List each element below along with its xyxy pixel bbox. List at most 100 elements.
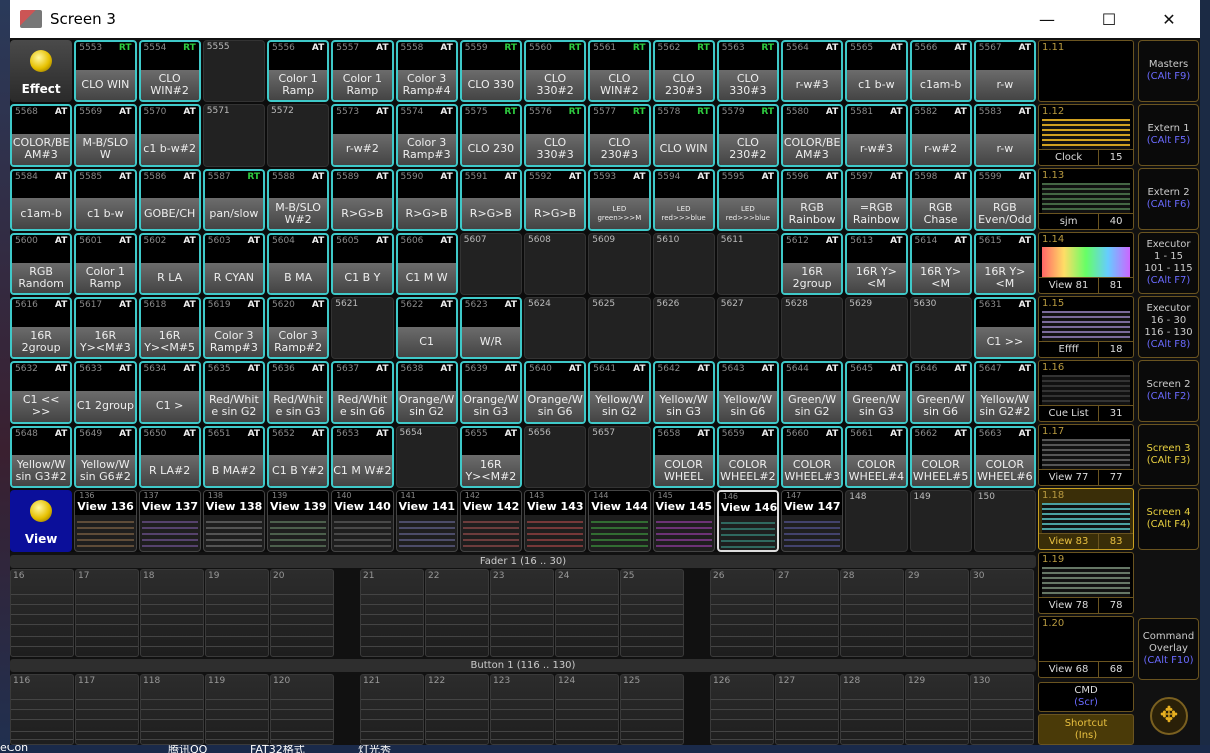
view-cell[interactable]: 145 View 145 — [652, 489, 715, 552]
screen-button-masters[interactable]: Masters (CAlt F9) — [1138, 40, 1199, 102]
effect-cell[interactable]: 5645 AT Green/W sin G3 — [845, 361, 908, 424]
screen-button-extern-1[interactable]: Extern 1 (CAlt F5) — [1138, 104, 1199, 166]
button-slot[interactable]: 122 — [425, 674, 489, 745]
view-cell[interactable]: 138 View 138 — [202, 489, 265, 552]
view-cell[interactable]: 141 View 141 — [395, 489, 458, 552]
view-cell[interactable]: 147 View 147 — [781, 489, 844, 552]
empty-effect-cell[interactable]: 5555 — [202, 40, 265, 103]
button-slot[interactable]: 118 — [140, 674, 204, 745]
effect-cell[interactable]: 5577 RT CLO 230#3 — [588, 104, 651, 167]
fader-slot[interactable]: 22 — [425, 569, 489, 657]
button-slot[interactable]: 129 — [905, 674, 969, 745]
effect-cell[interactable]: 5636 AT Red/Whit e sin G3 — [267, 361, 330, 424]
view-button[interactable]: View — [10, 489, 73, 552]
effect-cell[interactable]: 5635 AT Red/Whit e sin G2 — [202, 361, 265, 424]
maximize-button[interactable]: ☐ — [1101, 9, 1117, 29]
screen-button-executor[interactable]: Executor 1 - 15 101 - 115 (CAlt F7) — [1138, 232, 1199, 294]
taskbar-item[interactable]: 腾讯QQ — [168, 745, 208, 753]
button-slot[interactable]: 119 — [205, 674, 269, 745]
taskbar-item[interactable]: FAT32格式 — [250, 745, 305, 753]
effect-cell[interactable]: 5592 AT R>G>B — [524, 168, 587, 231]
fader-slot[interactable]: 21 — [360, 569, 424, 657]
pool-item[interactable]: 1.11 — [1038, 40, 1134, 102]
effect-cell[interactable]: 5623 AT W/R — [459, 297, 522, 360]
empty-view-cell[interactable]: 148 — [845, 489, 908, 552]
screen-button-command[interactable]: Command Overlay (CAlt F10) — [1138, 618, 1199, 680]
effect-cell[interactable]: 5616 AT 16R 2group — [10, 297, 73, 360]
cmd-button[interactable]: CMD (Scr) — [1038, 682, 1134, 712]
empty-view-cell[interactable]: 149 — [909, 489, 972, 552]
view-cell[interactable]: 146 View 146 — [716, 489, 779, 552]
effect-cell[interactable]: 5612 AT 16R 2group — [781, 232, 844, 295]
effect-cell[interactable]: 5597 AT =RGB Rainbow — [845, 168, 908, 231]
view-cell[interactable]: 140 View 140 — [331, 489, 394, 552]
fader-slot[interactable]: 18 — [140, 569, 204, 657]
effect-cell[interactable]: 5559 RT CLO 330 — [459, 40, 522, 103]
effect-cell[interactable]: 5653 AT C1 M W#2 — [331, 425, 394, 488]
effect-cell[interactable]: 5599 AT RGB Even/Odd — [973, 168, 1036, 231]
shortcut-button[interactable]: Shortcut (Ins) — [1038, 714, 1134, 745]
fader-slot[interactable]: 30 — [970, 569, 1034, 657]
view-cell[interactable]: 139 View 139 — [267, 489, 330, 552]
effect-cell[interactable]: 5589 AT R>G>B — [331, 168, 394, 231]
empty-effect-cell[interactable]: 5624 — [524, 297, 587, 360]
screen-button-executor[interactable]: Executor 16 - 30 116 - 130 (CAlt F8) — [1138, 296, 1199, 358]
effect-cell[interactable]: 5634 AT C1 > — [138, 361, 201, 424]
effect-button[interactable]: Effect — [10, 40, 73, 103]
effect-cell[interactable]: 5646 AT Green/W sin G6 — [909, 361, 972, 424]
effect-cell[interactable]: 5641 AT Yellow/W sin G2 — [588, 361, 651, 424]
effect-cell[interactable]: 5659 AT COLOR WHEEL#2 — [716, 425, 779, 488]
view-cell[interactable]: 136 View 136 — [74, 489, 137, 552]
fader-slot[interactable]: 24 — [555, 569, 619, 657]
effect-cell[interactable]: 5633 AT C1 2group — [74, 361, 137, 424]
effect-cell[interactable]: 5648 AT Yellow/W sin G3#2 — [10, 425, 73, 488]
button-slot[interactable]: 126 — [710, 674, 774, 745]
effect-cell[interactable]: 5594 AT LED red>>>blue — [652, 168, 715, 231]
effect-cell[interactable]: 5595 AT LED red>>>blue — [716, 168, 779, 231]
effect-cell[interactable]: 5655 AT 16R Y><M#2 — [459, 425, 522, 488]
taskbar-item[interactable]: eCon — [0, 745, 29, 753]
effect-cell[interactable]: 5565 AT c1 b-w — [845, 40, 908, 103]
effect-cell[interactable]: 5649 AT Yellow/W sin G6#2 — [74, 425, 137, 488]
pool-item[interactable]: 1.14 View 81 81 — [1038, 232, 1134, 294]
pool-item[interactable]: 1.18 View 83 83 — [1038, 488, 1134, 550]
effect-cell[interactable]: 5576 RT CLO 330#3 — [524, 104, 587, 167]
effect-cell[interactable]: 5584 AT c1am-b — [10, 168, 73, 231]
empty-effect-cell[interactable]: 5607 — [459, 232, 522, 295]
screen-button-screen-2[interactable]: Screen 2 (CAlt F2) — [1138, 360, 1199, 422]
effect-cell[interactable]: 5566 AT c1am-b — [909, 40, 972, 103]
empty-effect-cell[interactable]: 5621 — [331, 297, 394, 360]
effect-cell[interactable]: 5650 AT R LA#2 — [138, 425, 201, 488]
effect-cell[interactable]: 5568 AT COLOR/BE AM#3 — [10, 104, 73, 167]
effect-cell[interactable]: 5567 AT r-w — [973, 40, 1036, 103]
effect-cell[interactable]: 5561 RT CLO WIN#2 — [588, 40, 651, 103]
effect-cell[interactable]: 5640 AT Orange/W sin G6 — [524, 361, 587, 424]
empty-view-cell[interactable]: 150 — [973, 489, 1036, 552]
effect-cell[interactable]: 5660 AT COLOR WHEEL#3 — [781, 425, 844, 488]
effect-cell[interactable]: 5663 AT COLOR WHEEL#6 — [973, 425, 1036, 488]
move-arrows-icon[interactable]: ✥ — [1150, 697, 1188, 735]
fader-slot[interactable]: 26 — [710, 569, 774, 657]
effect-cell[interactable]: 5556 AT Color 1 Ramp — [267, 40, 330, 103]
pool-item[interactable]: 1.19 View 78 78 — [1038, 552, 1134, 614]
button-slot[interactable]: 117 — [75, 674, 139, 745]
empty-effect-cell[interactable]: 5609 — [588, 232, 651, 295]
empty-effect-cell[interactable]: 5625 — [588, 297, 651, 360]
empty-effect-cell[interactable]: 5657 — [588, 425, 651, 488]
effect-cell[interactable]: 5585 AT c1 b-w — [74, 168, 137, 231]
effect-cell[interactable]: 5560 RT CLO 330#2 — [524, 40, 587, 103]
pool-item[interactable]: 1.20 View 68 68 — [1038, 616, 1134, 678]
effect-cell[interactable]: 5603 AT R CYAN — [202, 232, 265, 295]
effect-cell[interactable]: 5639 AT Orange/W sin G3 — [459, 361, 522, 424]
effect-cell[interactable]: 5575 RT CLO 230 — [459, 104, 522, 167]
effect-cell[interactable]: 5658 AT COLOR WHEEL — [652, 425, 715, 488]
effect-cell[interactable]: 5596 AT RGB Rainbow — [781, 168, 844, 231]
effect-cell[interactable]: 5591 AT R>G>B — [459, 168, 522, 231]
screen-button-screen-4[interactable]: Screen 4 (CAlt F4) — [1138, 488, 1199, 550]
effect-cell[interactable]: 5590 AT R>G>B — [395, 168, 458, 231]
effect-cell[interactable]: 5644 AT Green/W sin G2 — [781, 361, 844, 424]
fader-slot[interactable]: 27 — [775, 569, 839, 657]
empty-effect-cell[interactable]: 5656 — [524, 425, 587, 488]
empty-effect-cell[interactable]: 5628 — [781, 297, 844, 360]
minimize-button[interactable]: — — [1039, 9, 1055, 29]
